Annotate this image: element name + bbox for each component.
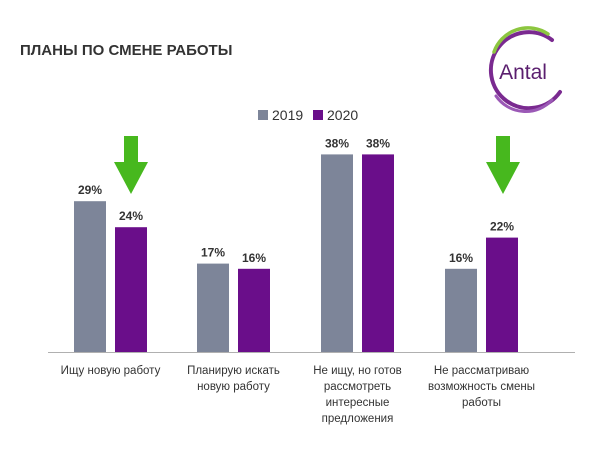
- legend-swatch-2019: [258, 110, 268, 120]
- antal-logo: Antal: [488, 26, 562, 114]
- legend-label-2019: 2019: [272, 107, 303, 123]
- data-labels: 29% 17% 38% 16% 24% 16% 38% 22%: [78, 136, 514, 264]
- bar-2020-3: [362, 154, 394, 352]
- category-label-line: Не рассматриваю: [434, 365, 530, 377]
- down-arrow-icon: [114, 136, 148, 194]
- bar-2019-4: [445, 268, 477, 352]
- legend-swatch-2020: [313, 110, 323, 120]
- data-label-2019-4: 16%: [449, 251, 473, 265]
- data-label-2020-1: 24%: [119, 209, 143, 223]
- highlight-arrows: [114, 136, 520, 194]
- bar-2020-2: [238, 268, 270, 352]
- data-label-2019-3: 38%: [325, 136, 349, 150]
- category-label-line: возможность смены: [428, 381, 535, 393]
- chart-title: ПЛАНЫ ПО СМЕНЕ РАБОТЫ: [20, 42, 232, 59]
- down-arrow-icon: [486, 136, 520, 194]
- category-label-3: Не ищу, но готов рассмотреть интересные пре…: [313, 365, 402, 425]
- data-label-2020-4: 22%: [490, 220, 514, 234]
- legend: 2019 2020: [258, 107, 358, 123]
- data-label-2019-2: 17%: [201, 246, 225, 260]
- bars: [74, 154, 518, 352]
- bar-2019-3: [321, 154, 353, 352]
- category-label-4: Не рассматриваю возможность смены работы: [428, 365, 535, 409]
- category-label-line: рассмотреть: [324, 381, 391, 393]
- category-label-line: интересные: [326, 397, 390, 409]
- legend-label-2020: 2020: [327, 107, 358, 123]
- category-label-line: работы: [462, 397, 501, 409]
- category-label-line: предложения: [322, 413, 394, 425]
- bar-2019-1: [74, 201, 106, 352]
- bar-2019-2: [197, 263, 229, 352]
- data-label-2020-3: 38%: [366, 136, 390, 150]
- bar-2020-1: [115, 227, 147, 352]
- category-label-1: Ищу новую работу: [61, 365, 161, 377]
- data-label-2019-1: 29%: [78, 183, 102, 197]
- bar-2020-4: [486, 237, 518, 352]
- category-label-line: Планирую искать: [187, 365, 280, 377]
- category-label-2: Планирую искать новую работу: [187, 365, 280, 393]
- category-label-line: Не ищу, но готов: [313, 365, 402, 377]
- logo-text: Antal: [499, 61, 547, 84]
- category-label-line: новую работу: [197, 381, 270, 393]
- category-labels: Ищу новую работу Планирую искать новую раб…: [61, 365, 535, 425]
- category-label-line: Ищу новую работу: [61, 365, 161, 377]
- data-label-2020-2: 16%: [242, 251, 266, 265]
